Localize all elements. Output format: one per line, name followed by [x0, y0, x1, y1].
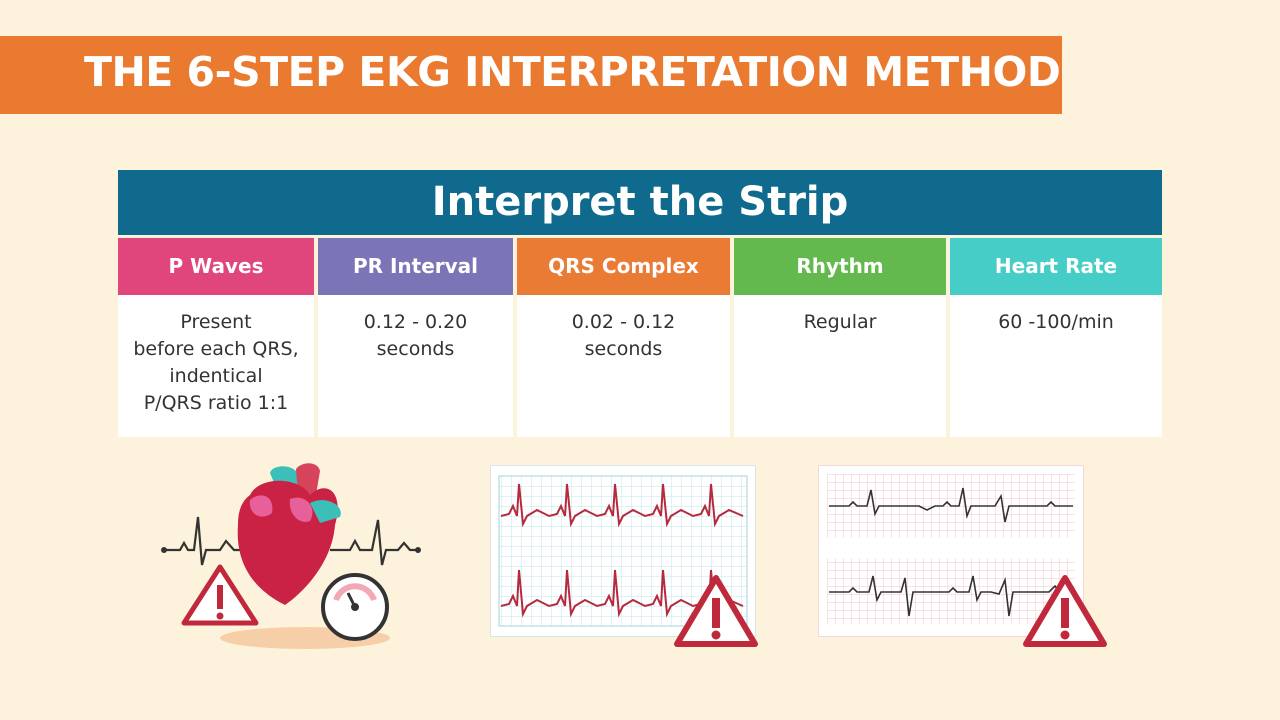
warning-icon	[181, 564, 259, 626]
ekg-strip-abnormal	[818, 465, 1084, 637]
title-banner: THE 6-STEP EKG INTERPRETATION METHOD	[0, 36, 1062, 114]
gauge-icon	[321, 573, 389, 641]
warning-icon	[674, 575, 758, 647]
column-value: Regular	[734, 295, 946, 437]
ekg-strip-icon	[827, 474, 1075, 624]
column-value: 0.02 - 0.12 seconds	[517, 295, 730, 437]
column-qrs-complex: QRS Complex 0.02 - 0.12 seconds	[517, 238, 730, 437]
heart-illustration	[161, 463, 421, 649]
column-pr-interval: PR Interval 0.12 - 0.20 seconds	[318, 238, 513, 437]
interpretation-table: Interpret the Strip P Waves Present befo…	[118, 170, 1162, 437]
column-header: QRS Complex	[517, 238, 730, 295]
page-title: THE 6-STEP EKG INTERPRETATION METHOD	[84, 48, 1061, 96]
heart-icon	[237, 463, 341, 605]
column-header: PR Interval	[318, 238, 513, 295]
warning-icon	[1023, 575, 1107, 647]
column-header: P Waves	[118, 238, 314, 295]
column-header: Heart Rate	[950, 238, 1162, 295]
column-value: 0.12 - 0.20 seconds	[318, 295, 513, 437]
ekg-trace-icon	[161, 516, 421, 566]
column-rhythm: Rhythm Regular	[734, 238, 946, 437]
column-value: 60 -100/min	[950, 295, 1162, 437]
column-value: Present before each QRS, indentical P/QR…	[118, 295, 314, 437]
table-title: Interpret the Strip	[118, 170, 1162, 235]
column-header: Rhythm	[734, 238, 946, 295]
column-heart-rate: Heart Rate 60 -100/min	[950, 238, 1162, 437]
column-p-waves: P Waves Present before each QRS, indenti…	[118, 238, 314, 437]
